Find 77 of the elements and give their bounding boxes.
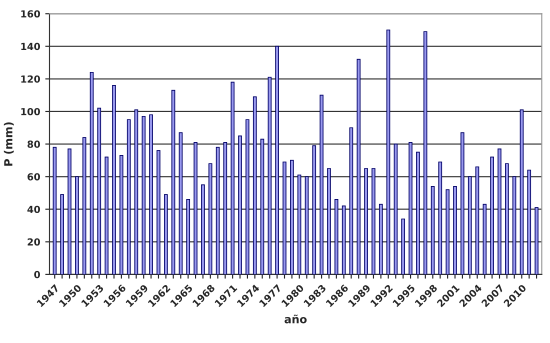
y-tick-label: 140 xyxy=(21,42,40,50)
bar xyxy=(252,96,257,274)
bar xyxy=(312,145,316,274)
y-tick-label: 100 xyxy=(21,108,40,116)
bar xyxy=(171,90,176,274)
bar xyxy=(297,174,302,274)
bar xyxy=(223,142,228,274)
bar xyxy=(156,150,160,274)
bar xyxy=(408,142,412,274)
y-tick-label: 80 xyxy=(28,140,40,148)
y-tick-label: 160 xyxy=(21,10,40,18)
y-tick-label: 0 xyxy=(34,270,40,278)
bar xyxy=(178,132,183,274)
bar xyxy=(438,162,442,274)
bar xyxy=(460,132,464,274)
bar xyxy=(290,160,294,274)
bar xyxy=(134,109,138,274)
bar xyxy=(364,168,368,274)
bar xyxy=(453,186,457,274)
bar xyxy=(446,189,450,274)
bar xyxy=(90,72,94,274)
bar xyxy=(238,135,242,274)
bar xyxy=(401,218,406,274)
bar xyxy=(246,119,250,274)
bar xyxy=(112,84,116,274)
bar xyxy=(512,176,516,274)
bar xyxy=(430,186,435,274)
bar xyxy=(482,204,487,274)
bar xyxy=(386,30,390,274)
bar xyxy=(208,163,212,274)
bar xyxy=(260,138,264,274)
bar xyxy=(490,156,494,274)
y-tick-label: 120 xyxy=(21,75,40,83)
bar xyxy=(304,176,309,274)
bar xyxy=(75,176,79,274)
bar xyxy=(498,148,502,274)
bar xyxy=(230,82,235,274)
bar xyxy=(216,146,220,274)
y-tick-label: 20 xyxy=(28,238,40,246)
bar xyxy=(186,199,190,274)
y-tick-label: 60 xyxy=(28,173,40,180)
bar xyxy=(468,176,472,274)
y-axis-title: P (mm) xyxy=(4,122,14,166)
bar xyxy=(416,152,420,274)
bar xyxy=(194,142,198,274)
bar xyxy=(378,204,383,274)
bar xyxy=(120,155,124,274)
bar xyxy=(349,127,354,274)
bar xyxy=(356,58,361,274)
bar xyxy=(126,119,131,274)
bar xyxy=(60,194,64,274)
bar xyxy=(275,46,279,274)
bar xyxy=(97,108,102,274)
bar xyxy=(164,194,168,274)
bar xyxy=(475,166,480,274)
bar xyxy=(423,31,428,274)
bar xyxy=(520,109,524,274)
bar xyxy=(394,144,398,274)
bar xyxy=(527,170,532,274)
bar xyxy=(505,163,509,274)
bar xyxy=(282,162,286,274)
bar xyxy=(142,116,146,274)
bar xyxy=(372,168,376,274)
bar xyxy=(201,184,205,274)
bar xyxy=(327,168,331,274)
bar xyxy=(320,94,324,274)
bar xyxy=(149,114,153,274)
bar xyxy=(104,156,108,274)
bar xyxy=(342,206,346,274)
x-axis-title: año xyxy=(284,314,307,324)
bar xyxy=(534,207,538,274)
bar xyxy=(334,199,338,274)
bar xyxy=(52,146,57,274)
bar xyxy=(68,148,72,274)
bar xyxy=(268,76,272,274)
y-tick-label: 40 xyxy=(27,206,40,214)
bar xyxy=(82,137,86,274)
